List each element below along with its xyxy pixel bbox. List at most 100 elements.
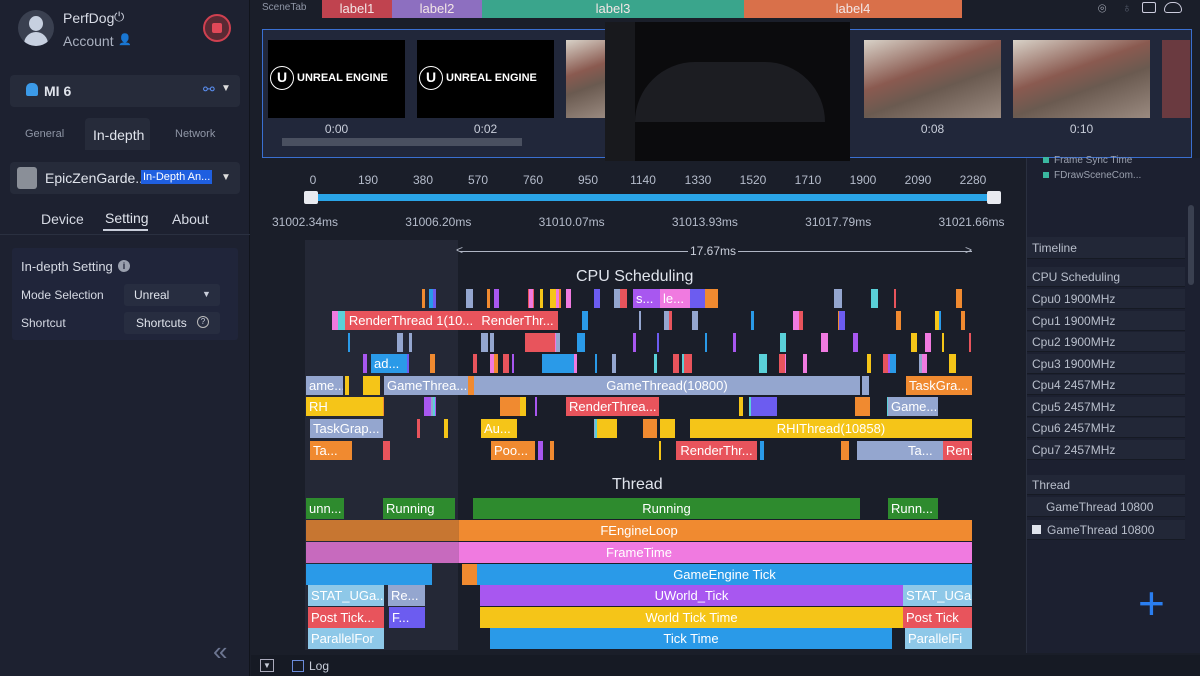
range-slider-track[interactable] [310,194,998,201]
thread-slice[interactable]: STAT_UGa [903,585,972,606]
cpu-slice[interactable] [751,397,777,416]
cpu-slice[interactable] [852,333,858,352]
cpu-slice[interactable] [660,419,675,438]
cpu-slice[interactable]: RenderThr... [676,441,757,460]
cpu-slice[interactable] [796,311,804,330]
cpu-slice[interactable] [468,376,474,395]
cpu-slice[interactable] [433,289,436,308]
cpu-slice[interactable] [760,441,765,460]
cpu-slice[interactable] [487,289,490,308]
thread-slice[interactable]: Post Tick... [308,607,384,628]
thread-slice[interactable] [306,564,432,585]
cpu-slice[interactable] [430,354,436,373]
cpu-slice[interactable] [519,397,527,416]
cpu-slice[interactable] [555,333,560,352]
cpu-slice[interactable] [833,289,842,308]
cpu-slice[interactable] [409,333,412,352]
cpu-slice[interactable] [870,289,878,308]
cpu-slice[interactable] [882,354,888,373]
app-selector[interactable]: EpicZenGarde... In-Depth An... ▼ [10,162,240,194]
cpu-slice[interactable] [383,441,391,460]
cpu-slice[interactable] [557,289,561,308]
cpu-slice[interactable]: TaskGra... [906,376,972,395]
thumbnail-scrollbar[interactable] [282,138,522,146]
cpu-slice[interactable] [704,333,708,352]
cpu-slice[interactable] [363,376,380,395]
cpu-slice[interactable] [614,289,623,308]
cpu-slice[interactable] [901,441,906,460]
thread-slice[interactable]: FEngineLoop [306,520,972,541]
cpu-slice[interactable]: Game... [888,397,938,416]
device-selector[interactable]: MI 6 ⚯ ▼ [10,75,240,107]
cpu-slice[interactable] [620,289,627,308]
thread-slice[interactable]: Re... [388,585,425,606]
cpu-slice[interactable] [889,354,896,373]
legend-item[interactable]: FDrawSceneCom... [1043,170,1141,181]
thread-slice[interactable]: unn... [306,498,344,519]
thread-row[interactable]: GameThread 10800 [1027,520,1185,540]
video-thumbnail[interactable] [1013,40,1150,118]
cpu-row[interactable]: Cpu1 1900MHz [1027,310,1185,331]
thread-slice[interactable]: STAT_UGa... [308,585,384,606]
thread-slice[interactable]: World Tick Time [480,607,903,628]
tab-network[interactable]: Network [175,128,216,140]
scene-label-3[interactable]: label3 [482,0,744,18]
cpu-slice[interactable] [659,441,662,460]
cpu-slice[interactable] [934,311,939,330]
cpu-slice[interactable] [937,311,941,330]
cpu-slice[interactable] [550,441,554,460]
scene-label-2[interactable]: label2 [392,0,482,18]
cpu-slice[interactable] [417,419,421,438]
cpu-slice[interactable] [654,354,657,373]
cpu-slice[interactable]: ad... [371,354,407,373]
cpu-slice[interactable]: RenderThread 1(10... [345,311,477,330]
cpu-slice[interactable] [542,354,574,373]
thread-slice[interactable]: Post Tick [903,607,972,628]
thread-slice[interactable]: ParallelFor [308,628,384,649]
cpu-slice[interactable] [571,354,577,373]
tab-in-depth[interactable]: In-depth [93,127,145,143]
cpu-slice[interactable] [444,419,449,438]
cpu-slice[interactable] [893,289,897,308]
cpu-slice[interactable] [465,289,473,308]
legend-item[interactable]: Frame Sync Time [1043,155,1132,166]
cpu-slice[interactable] [528,289,534,308]
cpu-slice[interactable] [593,419,597,438]
scene-label-4[interactable]: label4 [744,0,962,18]
log-checkbox[interactable] [292,660,304,672]
cpu-slice[interactable] [422,289,425,308]
cpu-row[interactable]: Cpu6 2457MHz [1027,418,1185,438]
cpu-slice[interactable] [423,397,432,416]
cpu-slice[interactable] [537,441,543,460]
dropdown-toggle-icon[interactable]: ▼ [260,659,274,672]
cpu-slice[interactable] [540,289,543,308]
video-thumbnail[interactable]: U UNREAL ENGINE [417,40,554,118]
cpu-slice[interactable] [472,354,478,373]
cpu-slice[interactable] [597,419,617,438]
cpu-slice[interactable] [566,289,571,308]
cpu-slice[interactable] [920,354,927,373]
avatar[interactable] [18,10,54,46]
cpu-slice[interactable] [656,333,660,352]
cpu-slice[interactable] [925,333,932,352]
cpu-slice[interactable] [338,311,345,330]
video-thumbnail[interactable] [1162,40,1190,118]
cpu-slice[interactable] [664,311,670,330]
thread-slice[interactable]: Running [383,498,455,519]
cpu-slice[interactable] [969,333,972,352]
cpu-slice[interactable] [554,333,557,352]
cpu-slice[interactable] [866,354,872,373]
cpu-slice[interactable] [667,311,672,330]
info-icon[interactable]: i [118,260,130,272]
cpu-slice[interactable] [948,354,957,373]
range-slider-right-handle[interactable] [987,191,1001,204]
cpu-slice[interactable]: Poo... [491,441,535,460]
subtab-device[interactable]: Device [41,211,84,227]
cpu-slice[interactable] [778,354,786,373]
cpu-slice[interactable]: TaskGrap... [310,419,383,438]
video-thumbnail[interactable] [566,40,606,118]
cpu-slice[interactable]: s... [633,289,660,308]
tab-general[interactable]: General [25,128,65,140]
cpu-row[interactable]: Cpu4 2457MHz [1027,375,1185,395]
cpu-row[interactable]: Cpu7 2457MHz [1027,439,1185,460]
